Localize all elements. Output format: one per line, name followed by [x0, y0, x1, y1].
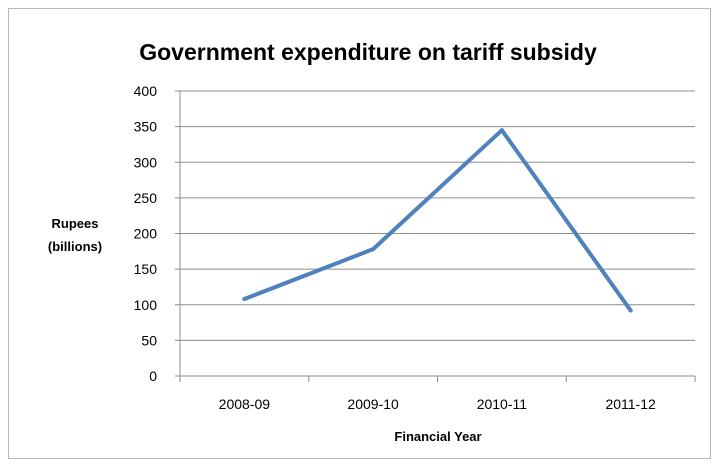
y-tick-label: 250 [134, 190, 158, 206]
y-axis-title-line-2: (billions) [48, 239, 102, 254]
data-point [499, 128, 504, 133]
data-point [242, 297, 247, 302]
y-tick-label: 300 [134, 154, 158, 170]
y-tick-label: 400 [134, 83, 158, 99]
data-point [371, 247, 376, 252]
y-tick-labels: 0 50 100 150 200 250 300 350 400 [134, 83, 158, 384]
data-point [628, 308, 633, 313]
x-axis-title: Financial Year [394, 429, 481, 444]
gridlines [175, 90, 696, 382]
chart-title: Government expenditure on tariff subsidy [139, 39, 597, 65]
series-line [242, 128, 633, 313]
x-tick-label: 2010-11 [477, 396, 528, 412]
x-tick-label: 2011-12 [605, 396, 656, 412]
y-axis-title-line-1: Rupees [52, 216, 99, 231]
y-tick-label: 50 [141, 332, 157, 348]
y-tick-label: 200 [134, 226, 158, 242]
x-tick-labels: 2008-09 2009-10 2010-11 2011-12 [219, 396, 656, 412]
x-tick-label: 2009-10 [347, 396, 399, 412]
series-layer [242, 128, 633, 313]
y-tick-label: 0 [149, 368, 157, 384]
x-tick-label: 2008-09 [219, 396, 271, 412]
y-tick-label: 350 [134, 119, 158, 135]
y-tick-label: 150 [134, 261, 158, 277]
y-tick-label: 100 [134, 297, 158, 313]
